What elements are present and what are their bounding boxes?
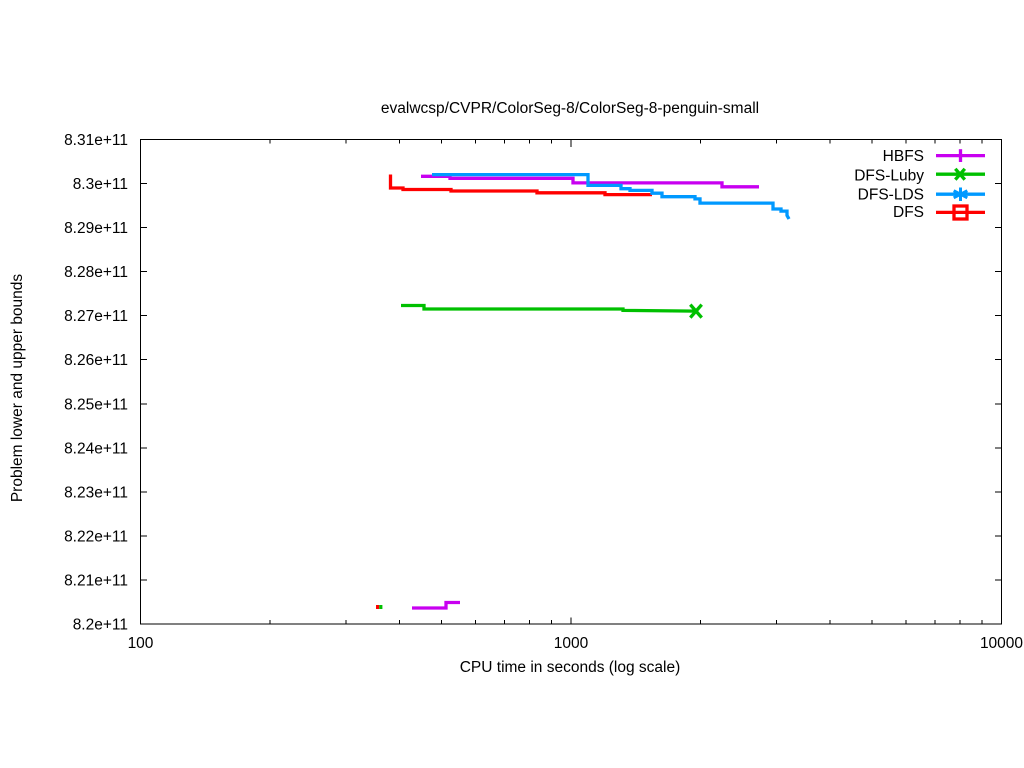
svg-text:evalwcsp/CVPR/ColorSeg-8/Color: evalwcsp/CVPR/ColorSeg-8/ColorSeg-8-peng… [381,100,759,117]
svg-text:8.22e+11: 8.22e+11 [64,528,128,545]
svg-text:DFS: DFS [893,204,924,221]
svg-text:DFS-LDS: DFS-LDS [858,187,924,204]
svg-text:8.24e+11: 8.24e+11 [64,440,128,457]
svg-text:8.3e+11: 8.3e+11 [73,176,128,193]
svg-text:8.23e+11: 8.23e+11 [64,484,128,501]
svg-text:HBFS: HBFS [883,148,924,165]
svg-text:Problem lower and upper bounds: Problem lower and upper bounds [9,274,26,503]
svg-text:8.29e+11: 8.29e+11 [64,220,128,237]
svg-text:8.27e+11: 8.27e+11 [64,308,128,325]
svg-text:8.28e+11: 8.28e+11 [64,264,128,281]
svg-text:8.2e+11: 8.2e+11 [73,617,128,634]
svg-text:8.31e+11: 8.31e+11 [64,132,128,149]
svg-text:10000: 10000 [980,635,1023,652]
svg-text:CPU time in seconds (log scale: CPU time in seconds (log scale) [460,659,681,676]
svg-text:100: 100 [128,635,154,652]
svg-text:DFS-Luby: DFS-Luby [854,168,924,185]
svg-text:1000: 1000 [554,635,589,652]
svg-text:8.21e+11: 8.21e+11 [64,572,128,589]
svg-text:8.26e+11: 8.26e+11 [64,352,128,369]
svg-text:8.25e+11: 8.25e+11 [64,396,128,413]
